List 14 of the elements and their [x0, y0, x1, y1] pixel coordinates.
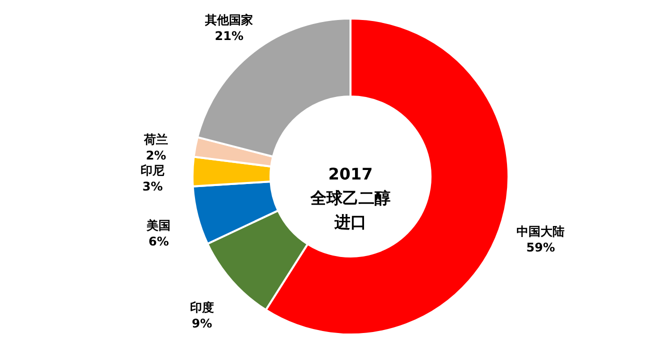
data-label: 59% [526, 240, 556, 255]
text: 全球乙二醇进口 [310, 188, 390, 232]
slice-label: 荷兰 [143, 132, 168, 146]
slice-label: 美国 [146, 218, 171, 233]
data-label: 21% [214, 29, 244, 44]
slice-label: 印度 [190, 300, 214, 314]
text: 2017 [328, 164, 373, 184]
slice-label: 中国大陆 [516, 224, 565, 239]
data-label: 2% [146, 148, 166, 162]
data-label: 6% [148, 234, 169, 249]
data-label: 3% [142, 179, 163, 194]
slice-label: 印尼 [140, 163, 165, 178]
slice-label: 其他国家 [204, 13, 254, 28]
data-label: 9% [192, 316, 212, 330]
